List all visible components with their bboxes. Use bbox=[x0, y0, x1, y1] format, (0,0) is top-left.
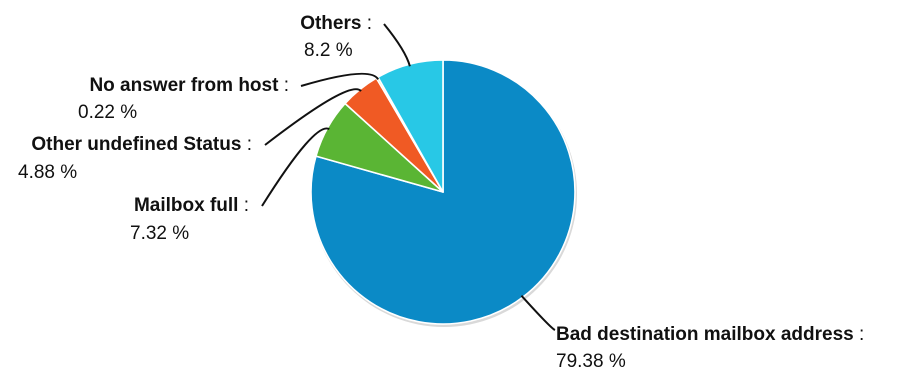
slice-label-other-undefined-status: Other undefined Status : bbox=[31, 134, 252, 155]
leader-lines bbox=[261, 23, 556, 331]
slice-label-others: Others : bbox=[300, 13, 372, 34]
slice-value-bad-destination-mailbox-address: 79.38 % bbox=[556, 351, 626, 372]
slice-label-bad-destination-mailbox-address: Bad destination mailbox address : bbox=[556, 324, 864, 345]
slice-labels: Bad destination mailbox address : 79.38 %… bbox=[18, 13, 864, 372]
leader-line-mailbox-full bbox=[261, 127, 330, 207]
slice-label-no-answer-from-host: No answer from host : bbox=[89, 75, 289, 96]
leader-line-no-answer-from-host bbox=[300, 72, 380, 87]
slice-label-mailbox-full: Mailbox full : bbox=[134, 195, 249, 216]
slice-value-other-undefined-status: 4.88 % bbox=[18, 162, 77, 183]
leader-line-others bbox=[383, 23, 411, 67]
pie-slices bbox=[310, 59, 577, 327]
slice-value-mailbox-full: 7.32 % bbox=[130, 223, 189, 244]
leader-line-other-undefined-status bbox=[264, 88, 362, 146]
leader-line-bad-destination-mailbox-address bbox=[520, 294, 556, 331]
slice-value-others: 8.2 % bbox=[304, 40, 353, 61]
slice-value-no-answer-from-host: 0.22 % bbox=[78, 102, 137, 123]
